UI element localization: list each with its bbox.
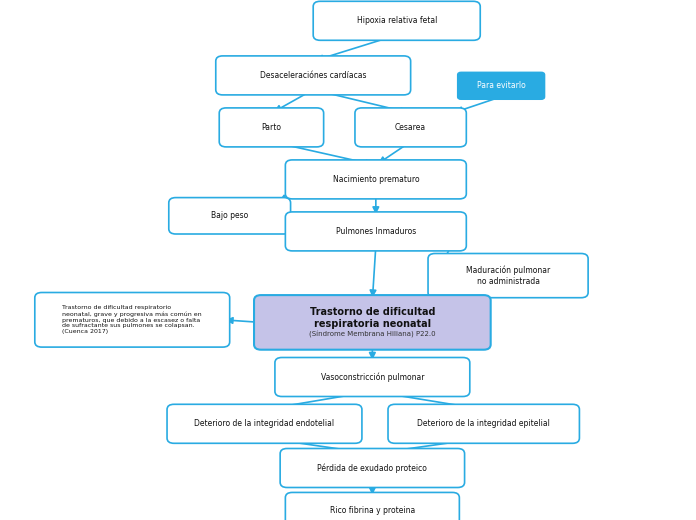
- FancyBboxPatch shape: [219, 108, 324, 147]
- Text: Trastorno de dificultad
respiratoria neonatal: Trastorno de dificultad respiratoria neo…: [310, 307, 435, 329]
- FancyBboxPatch shape: [285, 492, 459, 520]
- FancyBboxPatch shape: [167, 405, 362, 443]
- FancyBboxPatch shape: [168, 198, 291, 234]
- FancyBboxPatch shape: [355, 108, 466, 147]
- FancyBboxPatch shape: [388, 405, 579, 443]
- Text: Cesarea: Cesarea: [395, 123, 426, 132]
- FancyBboxPatch shape: [275, 358, 470, 396]
- Text: Trastorno de dificultad respiratorio
neonatal, grave y progresiva más común en
p: Trastorno de dificultad respiratorio neo…: [63, 305, 202, 334]
- FancyBboxPatch shape: [216, 56, 411, 95]
- FancyBboxPatch shape: [285, 212, 466, 251]
- Text: Hipoxia relativa fetal: Hipoxia relativa fetal: [356, 16, 437, 25]
- FancyBboxPatch shape: [428, 254, 588, 297]
- Text: Parto: Parto: [262, 123, 281, 132]
- FancyBboxPatch shape: [458, 72, 544, 99]
- Text: Para evitarlo: Para evitarlo: [477, 81, 525, 90]
- Text: Desaceleraciónes cardíacas: Desaceleraciónes cardíacas: [260, 71, 367, 80]
- Text: Pulmones Inmaduros: Pulmones Inmaduros: [335, 227, 416, 236]
- FancyBboxPatch shape: [280, 448, 465, 488]
- Text: Nacimiento prematuro: Nacimiento prematuro: [333, 175, 419, 184]
- Text: Bajo peso: Bajo peso: [211, 211, 248, 220]
- Text: Vasoconstricción pulmonar: Vasoconstricción pulmonar: [321, 372, 424, 382]
- Text: (Síndrome Membrana Hiliana) P22.0: (Síndrome Membrana Hiliana) P22.0: [309, 331, 436, 339]
- FancyBboxPatch shape: [285, 160, 466, 199]
- Text: Rico fibrina y proteina: Rico fibrina y proteina: [330, 506, 415, 515]
- FancyBboxPatch shape: [313, 2, 480, 41]
- FancyBboxPatch shape: [254, 295, 491, 350]
- Text: Deterioro de la integridad endotelial: Deterioro de la integridad endotelial: [194, 419, 335, 428]
- FancyBboxPatch shape: [35, 293, 230, 347]
- Text: Deterioro de la integridad epitelial: Deterioro de la integridad epitelial: [418, 419, 550, 428]
- Text: Pérdida de exudado proteico: Pérdida de exudado proteico: [317, 463, 427, 473]
- Text: Maduración pulmonar
no administrada: Maduración pulmonar no administrada: [466, 266, 551, 285]
